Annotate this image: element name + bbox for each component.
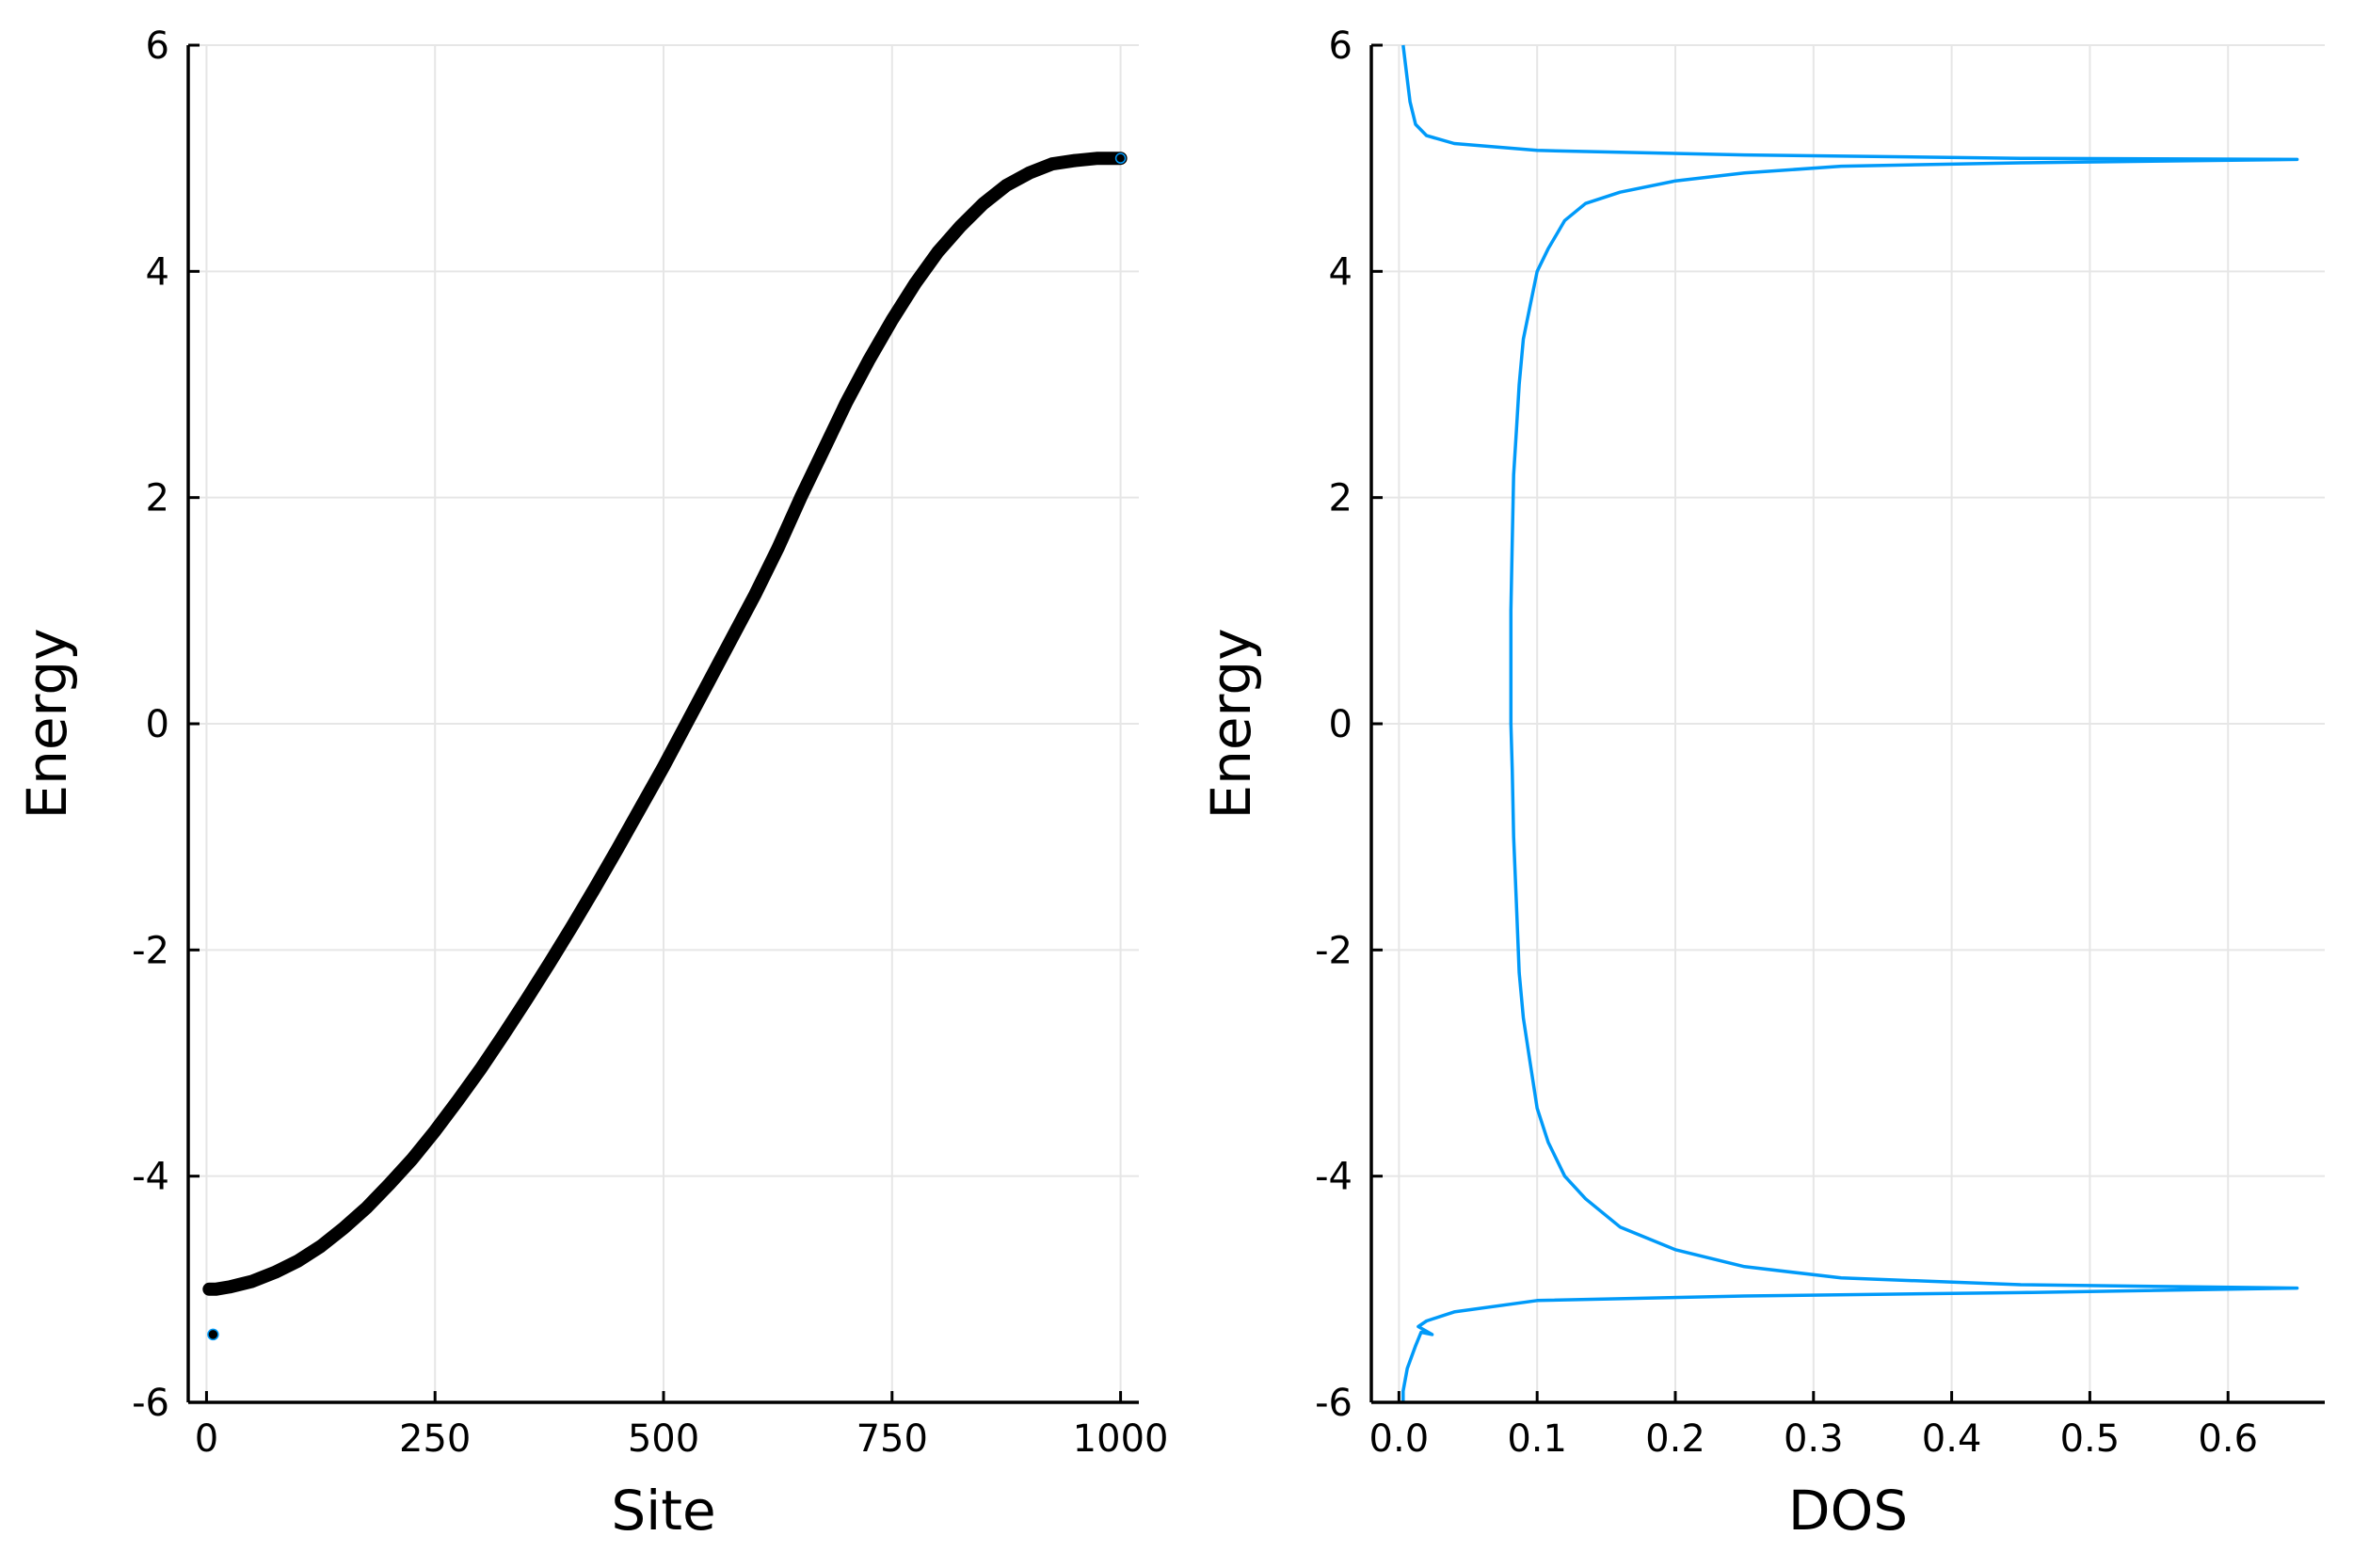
y-tick-label: -4	[132, 1156, 169, 1199]
scatter-point	[910, 279, 920, 289]
scatter-point	[567, 921, 577, 932]
scatter-point	[887, 315, 897, 326]
scatter-point	[590, 883, 600, 893]
x-tick-label: 0.2	[1645, 1417, 1705, 1461]
scatter-point	[1024, 168, 1034, 178]
scatter-point	[475, 1064, 486, 1074]
x-tick-label: 0	[195, 1417, 218, 1461]
scatter-point	[247, 1276, 257, 1287]
scatter-point	[1070, 155, 1080, 166]
scatter-point-outlier	[207, 1328, 219, 1341]
x-tick-label: 0.5	[2060, 1417, 2121, 1461]
y-tick-label: -6	[132, 1382, 169, 1425]
y-axis-title: Energy	[1199, 628, 1263, 819]
scatter-point	[1047, 159, 1057, 169]
scatter-point	[407, 1154, 417, 1164]
scatter-point	[773, 543, 783, 553]
scatter-point	[521, 995, 532, 1005]
energy-scatter-points	[202, 152, 1128, 1296]
scatter-point	[339, 1223, 349, 1233]
x-tick-label: 0.1	[1507, 1417, 1567, 1461]
scatter-point	[681, 719, 692, 728]
scatter-point-end	[1114, 152, 1127, 164]
y-tick-label: 0	[146, 703, 169, 746]
scatter-point	[704, 676, 714, 686]
y-tick-label: -2	[132, 929, 169, 972]
scatter-point	[453, 1096, 463, 1106]
x-tick-label: 250	[399, 1417, 471, 1461]
scatter-point	[544, 958, 554, 968]
scatter-point	[841, 397, 852, 408]
y-tick-label: 6	[146, 24, 169, 68]
x-axis-title: DOS	[1788, 1479, 1908, 1543]
scatter-point	[430, 1126, 440, 1136]
scatter-point	[933, 247, 943, 257]
scatter-point	[224, 1282, 234, 1292]
scatter-point	[315, 1241, 326, 1252]
scatter-point	[613, 843, 623, 854]
dos-series-line	[1401, 44, 2299, 1402]
x-tick-label: 0.6	[2198, 1417, 2258, 1461]
scatter-point	[795, 492, 806, 503]
y-tick-label: 6	[1329, 24, 1353, 68]
scatter-point	[270, 1267, 280, 1277]
y-tick-label: 2	[146, 477, 169, 520]
y-tick-label: 4	[1329, 250, 1353, 294]
scatter-point	[955, 221, 966, 232]
scatter-point	[499, 1030, 509, 1040]
y-tick-label: -2	[1315, 929, 1353, 972]
y-tick-label: 2	[1329, 477, 1353, 520]
scatter-point	[659, 761, 668, 772]
scatter-point	[1093, 153, 1103, 164]
scatter-point	[818, 445, 828, 456]
scatter-point	[211, 1284, 221, 1294]
scatter-point	[293, 1256, 303, 1266]
x-tick-label: 0.0	[1369, 1417, 1430, 1461]
scatter-point	[384, 1179, 394, 1190]
scatter-point	[978, 199, 988, 209]
scatter-point	[1001, 181, 1012, 191]
y-tick-label: -4	[1315, 1156, 1353, 1199]
scatter-point	[750, 590, 760, 600]
x-tick-label: 0.3	[1784, 1417, 1844, 1461]
x-tick-label: 750	[856, 1417, 928, 1461]
y-axis-title: Energy	[15, 628, 79, 819]
site-energy-scatter-panel: 0 250 500 750 1000 -6 -4 -2 0 2 4 6 Site Energy	[15, 24, 1168, 1543]
x-tick-label: 500	[628, 1417, 699, 1461]
y-tick-label: 0	[1329, 703, 1353, 746]
x-axis-title: Site	[611, 1479, 715, 1543]
dos-line-panel: 0.0 0.1 0.2 0.3 0.4 0.5 0.6 -6 -4 -2 0 2 4 6 DOS Energy	[1199, 24, 2325, 1543]
scatter-point	[864, 355, 874, 365]
scatter-point	[361, 1203, 372, 1213]
y-tick-label: 4	[146, 250, 169, 294]
x-tick-label: 0.4	[1922, 1417, 1982, 1461]
scatter-point	[727, 632, 737, 643]
x-tick-label: 1000	[1073, 1417, 1169, 1461]
y-tick-label: -6	[1315, 1382, 1353, 1425]
scatter-point	[635, 802, 646, 812]
